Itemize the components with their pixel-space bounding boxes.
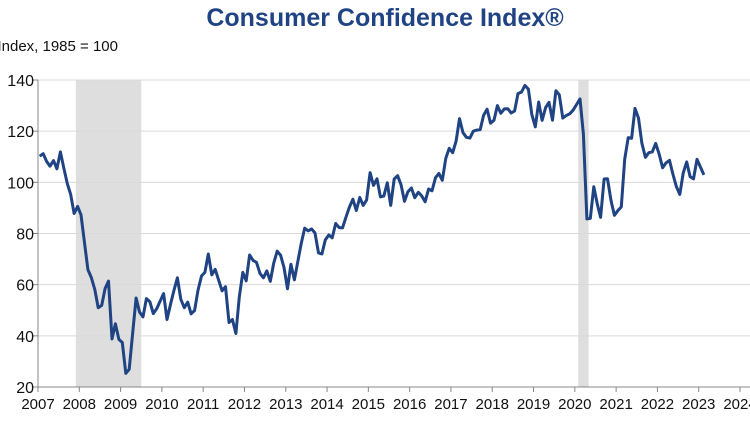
y-tick-label: 140: [7, 73, 34, 90]
x-tick-label: 2019: [517, 396, 550, 413]
x-tick-label: 2024: [723, 396, 750, 413]
x-tick-label: 2021: [599, 396, 632, 413]
y-tick-label: 120: [7, 124, 34, 141]
x-tick-label: 2022: [641, 396, 674, 413]
x-tick-label: 2016: [393, 396, 426, 413]
y-tick-label: 100: [7, 175, 34, 192]
chart-subtitle: Index, 1985 = 100: [0, 38, 118, 55]
x-tick-label: 2011: [187, 396, 219, 413]
x-tick-label: 2023: [682, 396, 715, 413]
x-tick-label: 2007: [21, 396, 54, 413]
x-tick-label: 2009: [104, 396, 137, 413]
x-tick-label: 2008: [63, 396, 96, 413]
y-tick-label: 80: [16, 227, 34, 244]
x-tick-label: 2020: [558, 396, 591, 413]
x-tick-label: 2018: [476, 396, 509, 413]
x-tick-label: 2013: [269, 396, 302, 413]
x-tick-label: 2017: [434, 396, 467, 413]
x-tick-label: 2012: [228, 396, 261, 413]
x-tick-label: 2010: [145, 396, 178, 413]
y-tick-label: 60: [16, 278, 34, 295]
chart-title: Consumer Confidence Index®: [206, 4, 564, 32]
cci-series-line: [38, 83, 706, 375]
y-tick-label: 20: [16, 380, 34, 397]
x-tick-label: 2014: [310, 396, 343, 413]
y-tick-label: 40: [16, 329, 34, 346]
x-tick-label: 2015: [352, 396, 385, 413]
